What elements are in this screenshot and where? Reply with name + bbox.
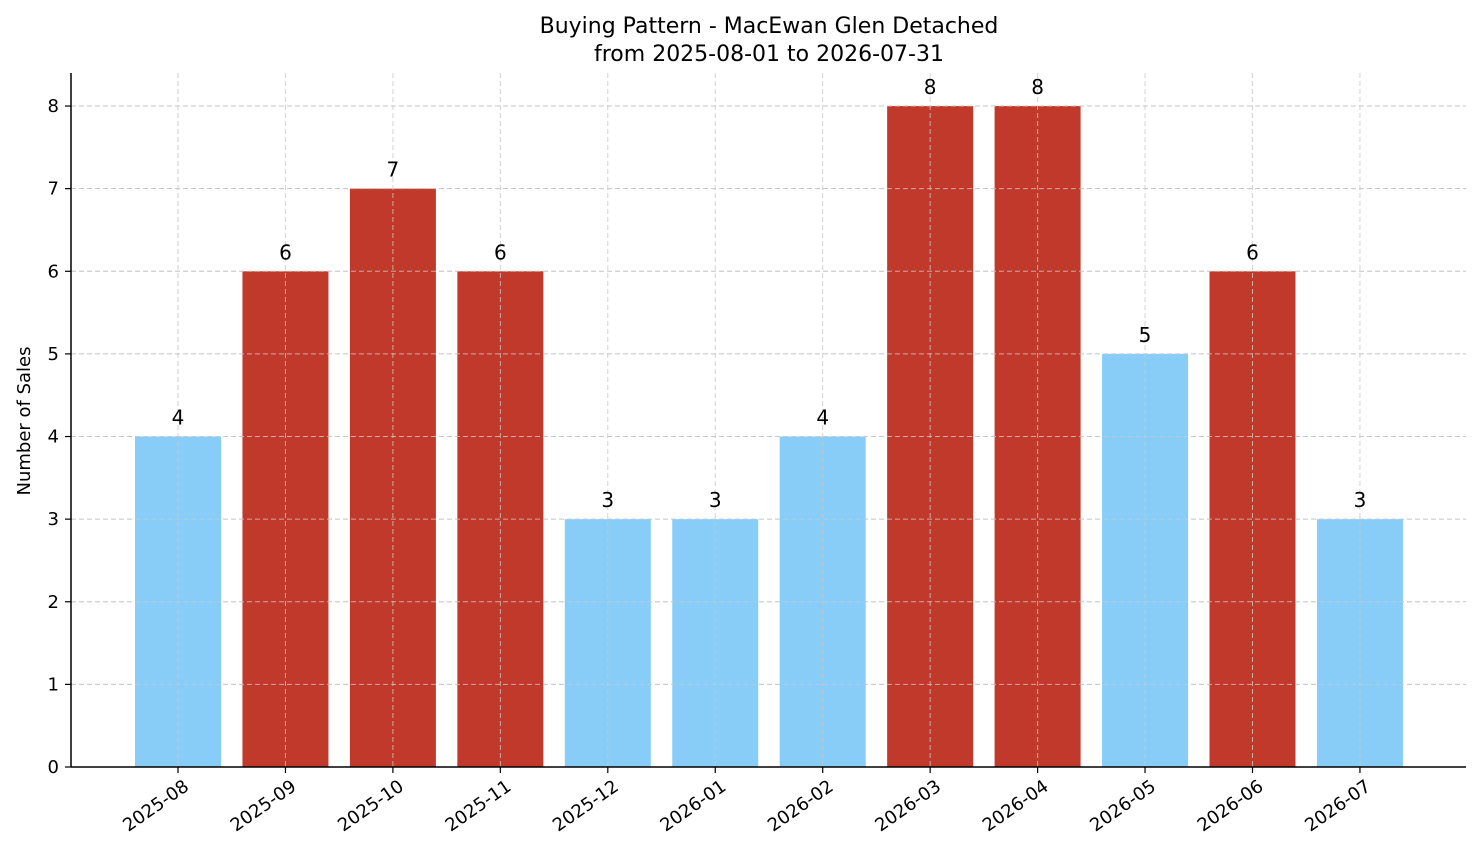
bar-value-label: 5 — [1139, 323, 1152, 347]
bar-value-label: 8 — [924, 75, 937, 99]
y-tick-label: 0 — [48, 757, 59, 778]
bar-value-labels: 4 6 7 6 3 3 4 8 8 5 6 3 — [172, 75, 1367, 512]
x-tick-label: 2026-04 — [979, 776, 1053, 836]
bar-value-label: 3 — [709, 488, 722, 512]
x-ticks: 2025-08 2025-09 2025-10 2025-11 2025-12 2026-… — [119, 767, 1375, 836]
bar-value-label: 7 — [387, 158, 400, 182]
chart-subtitle: from 2025-08-01 to 2026-07-31 — [594, 42, 944, 67]
bar-value-label: 6 — [1246, 240, 1259, 264]
x-tick-label: 2026-07 — [1301, 776, 1375, 836]
x-tick-label: 2026-03 — [871, 776, 945, 836]
x-tick-label: 2026-01 — [656, 776, 730, 836]
x-tick-label: 2025-10 — [334, 776, 408, 836]
y-tick-label: 6 — [48, 261, 59, 282]
x-tick-label: 2025-11 — [442, 776, 516, 836]
bar-value-label: 6 — [494, 240, 507, 264]
x-tick-label: 2025-09 — [227, 776, 301, 836]
y-tick-label: 7 — [48, 179, 59, 200]
y-tick-label: 2 — [48, 592, 59, 613]
x-tick-label: 2025-08 — [119, 776, 193, 836]
y-tick-label: 5 — [48, 344, 59, 365]
bar-value-label: 6 — [279, 240, 292, 264]
y-ticks: 0 1 2 3 4 5 6 7 8 — [48, 96, 71, 778]
bar-value-label: 8 — [1031, 75, 1044, 99]
bar-value-label: 4 — [172, 406, 185, 430]
y-axis-label: Number of Sales — [14, 346, 35, 495]
x-tick-label: 2026-02 — [764, 776, 838, 836]
bar-value-label: 3 — [601, 488, 614, 512]
y-tick-label: 1 — [48, 674, 59, 695]
x-tick-label: 2026-05 — [1086, 776, 1160, 836]
y-tick-label: 4 — [48, 427, 59, 448]
bar-value-label: 3 — [1354, 488, 1367, 512]
chart-title: Buying Pattern - MacEwan Glen Detached — [540, 14, 999, 39]
y-tick-label: 8 — [48, 96, 59, 117]
y-tick-label: 3 — [48, 509, 59, 530]
bar-value-label: 4 — [816, 406, 829, 430]
v-grid-lines — [71, 73, 1466, 767]
x-tick-label: 2026-06 — [1194, 776, 1268, 836]
x-tick-label: 2025-12 — [549, 776, 623, 836]
